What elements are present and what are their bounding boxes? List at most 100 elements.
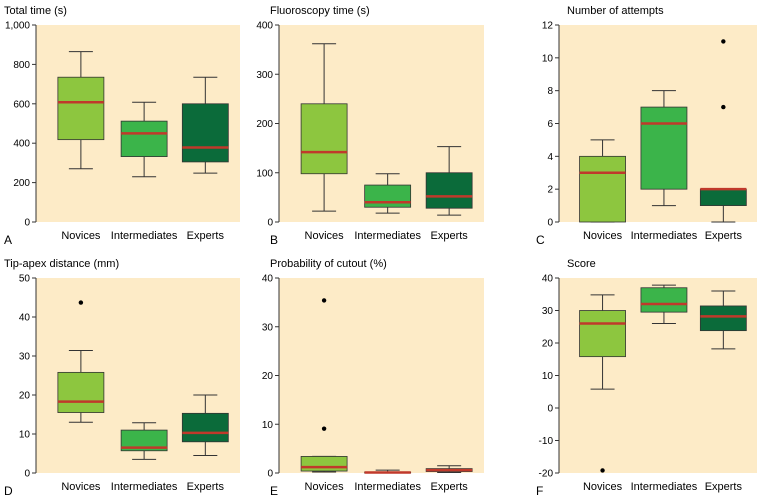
box-iqr bbox=[57, 371, 105, 413]
box-novices: Novices bbox=[57, 300, 105, 493]
box-iqr bbox=[57, 76, 105, 141]
x-category-label: Novices bbox=[583, 230, 623, 242]
x-category-label: Experts bbox=[187, 230, 225, 242]
y-tick-label: 6 bbox=[547, 119, 553, 130]
x-category-label: Experts bbox=[187, 481, 225, 493]
y-tick-label: 600 bbox=[13, 99, 30, 110]
y-tick-label: 400 bbox=[256, 21, 273, 32]
y-tick-label: 12 bbox=[542, 21, 554, 32]
y-tick-label: 30 bbox=[19, 352, 31, 363]
box-iqr bbox=[300, 456, 348, 472]
panel-b: Fluoroscopy time (s) 0 100 200 300 400 Novices… bbox=[256, 5, 484, 247]
box-intermediates: Intermediates bbox=[354, 173, 421, 242]
y-tick-label: 400 bbox=[13, 139, 30, 150]
box-iqr bbox=[364, 184, 412, 208]
y-tick-label: 0 bbox=[24, 469, 30, 480]
y-tick-label: 10 bbox=[542, 53, 554, 64]
x-category-label: Novices bbox=[305, 481, 345, 493]
panel-letter: B bbox=[270, 233, 278, 247]
outlier-point bbox=[321, 298, 327, 303]
y-tick-label: -10 bbox=[539, 436, 554, 447]
panel-title: Total time (s) bbox=[4, 5, 67, 17]
box-iqr bbox=[120, 429, 168, 452]
y-tick-label: 40 bbox=[262, 274, 274, 285]
box-intermediates: Intermediates bbox=[631, 284, 698, 493]
y-tick-label: 1,000 bbox=[5, 21, 30, 32]
y-tick-label: 40 bbox=[542, 274, 554, 285]
y-tick-label: 0 bbox=[267, 218, 273, 229]
y-tick-label: 20 bbox=[542, 339, 554, 350]
box-experts: Experts bbox=[181, 394, 229, 493]
y-tick-label: 50 bbox=[19, 274, 31, 285]
panel-letter: F bbox=[536, 484, 543, 497]
box-intermediates: Intermediates bbox=[111, 422, 178, 493]
box-intermediates: Intermediates bbox=[631, 90, 698, 242]
y-tick-label: 300 bbox=[256, 70, 273, 81]
panel-letter: E bbox=[270, 484, 278, 497]
y-tick-label: 10 bbox=[262, 420, 274, 431]
box-iqr bbox=[120, 120, 168, 157]
outlier-point bbox=[78, 300, 84, 305]
x-category-label: Intermediates bbox=[354, 230, 421, 242]
panel-d: Tip-apex distance (mm) 0 10 20 30 40 50 Novices… bbox=[4, 258, 240, 497]
box-iqr bbox=[579, 310, 626, 358]
x-category-label: Experts bbox=[705, 230, 743, 242]
outlier-point bbox=[600, 468, 605, 473]
y-tick-label: 20 bbox=[19, 391, 31, 402]
y-tick-label: -20 bbox=[539, 469, 554, 480]
x-category-label: Novices bbox=[61, 230, 101, 242]
panel-c: Number of attempts 0 2 4 6 8 10 12 Novices Interm… bbox=[536, 5, 757, 247]
box-experts: Experts bbox=[699, 39, 747, 242]
panel-f: Score -20 -10 0 10 20 30 40 Novices Intermediates… bbox=[536, 258, 757, 497]
box-iqr bbox=[579, 155, 626, 223]
y-tick-label: 30 bbox=[262, 322, 274, 333]
box-experts: Experts bbox=[425, 465, 473, 493]
plot-area bbox=[279, 278, 484, 473]
y-tick-label: 30 bbox=[542, 306, 554, 317]
x-category-label: Intermediates bbox=[111, 230, 178, 242]
panel-title: Tip-apex distance (mm) bbox=[4, 258, 119, 270]
outlier-point bbox=[321, 426, 327, 431]
x-category-label: Novices bbox=[305, 230, 345, 242]
box-novices: Novices bbox=[300, 43, 348, 242]
y-tick-label: 200 bbox=[13, 178, 30, 189]
outlier-point bbox=[721, 39, 726, 44]
box-iqr bbox=[300, 103, 348, 175]
x-category-label: Novices bbox=[583, 481, 623, 493]
y-tick-label: 40 bbox=[19, 313, 31, 324]
x-category-label: Intermediates bbox=[631, 481, 698, 493]
panel-letter: D bbox=[4, 484, 13, 497]
y-tick-label: 10 bbox=[19, 430, 31, 441]
x-category-label: Novices bbox=[61, 481, 101, 493]
panel-letter: C bbox=[536, 233, 545, 247]
box-novices: Novices bbox=[579, 294, 626, 493]
box-iqr bbox=[640, 287, 688, 313]
box-iqr bbox=[181, 103, 229, 163]
box-iqr bbox=[699, 188, 747, 206]
panel-e: Probability of cutout (%) 0 10 20 30 40 Novice… bbox=[262, 258, 484, 497]
panel-a: Total time (s) 0 200 400 600 800 1,000 Novices I… bbox=[4, 5, 240, 247]
box-intermediates: Intermediates bbox=[111, 101, 178, 242]
panel-title: Number of attempts bbox=[567, 5, 664, 17]
box-iqr bbox=[699, 305, 747, 332]
x-category-label: Experts bbox=[705, 481, 743, 493]
y-tick-label: 100 bbox=[256, 168, 273, 179]
box-experts: Experts bbox=[425, 146, 473, 242]
box-intermediates: Intermediates bbox=[354, 469, 421, 493]
box-novices: Novices bbox=[300, 298, 348, 493]
y-tick-label: 20 bbox=[262, 371, 274, 382]
y-tick-label: 2 bbox=[547, 185, 553, 196]
x-category-label: Intermediates bbox=[111, 481, 178, 493]
y-tick-label: 0 bbox=[267, 469, 273, 480]
y-tick-label: 0 bbox=[547, 404, 553, 415]
outlier-point bbox=[721, 104, 726, 110]
panel-title: Probability of cutout (%) bbox=[270, 258, 387, 270]
box-experts: Experts bbox=[699, 290, 747, 493]
y-tick-label: 200 bbox=[256, 119, 273, 130]
y-tick-label: 800 bbox=[13, 60, 30, 71]
panel-title: Fluoroscopy time (s) bbox=[270, 5, 370, 17]
y-tick-label: 0 bbox=[24, 218, 30, 229]
y-tick-label: 8 bbox=[547, 86, 553, 97]
box-experts: Experts bbox=[181, 76, 229, 242]
